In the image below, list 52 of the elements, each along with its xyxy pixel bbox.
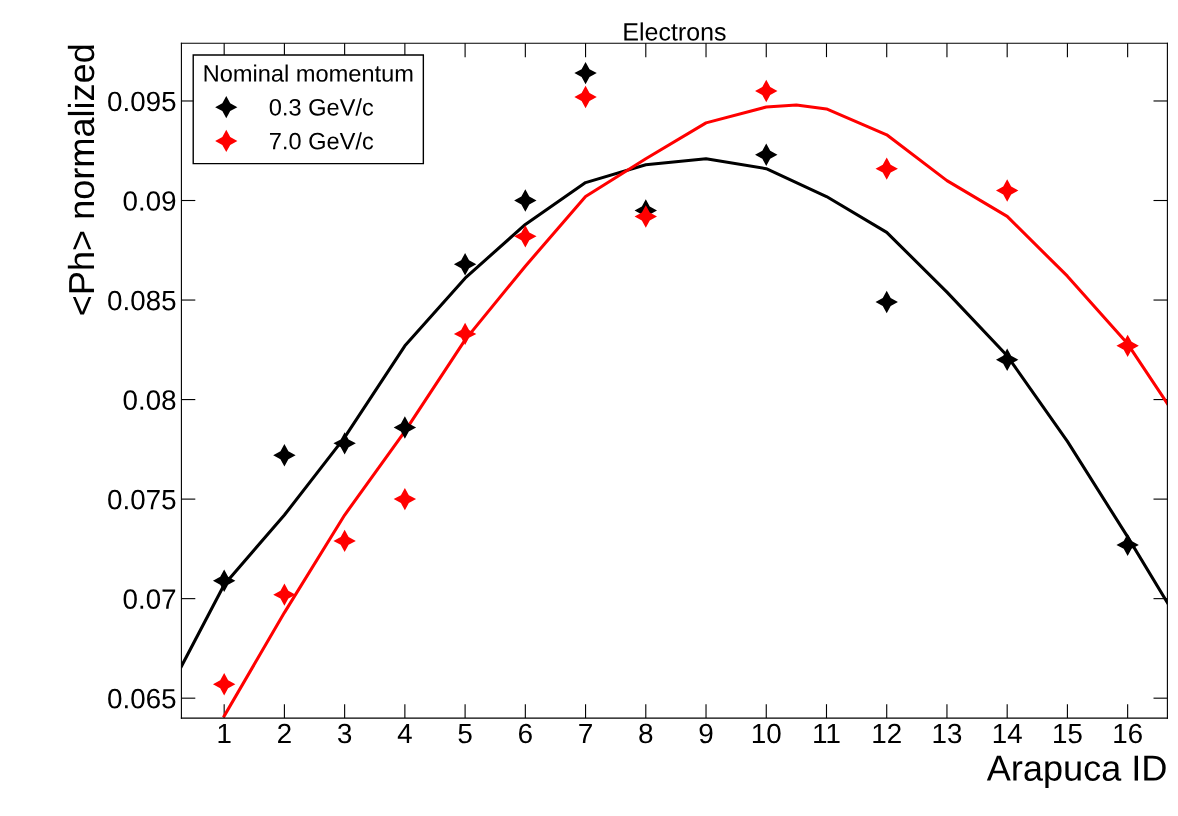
legend-label: 0.3 GeV/c <box>269 98 374 116</box>
point <box>333 529 356 553</box>
point <box>1116 533 1139 557</box>
point <box>393 487 417 511</box>
point <box>393 416 417 439</box>
point <box>574 61 597 85</box>
x-tick-label: 15 <box>1054 723 1082 744</box>
point <box>514 225 537 248</box>
y-tick-label: 0.08 <box>123 390 176 410</box>
legend-label: 7.0 GeV/c <box>269 132 374 150</box>
x-tick-label: 3 <box>337 723 352 744</box>
point <box>514 189 537 212</box>
point <box>212 569 236 592</box>
point <box>333 432 356 455</box>
x-tick-label: 5 <box>458 723 472 744</box>
legend-title: Nominal momentum <box>204 64 413 82</box>
x-tick-label: 7 <box>579 723 592 744</box>
y-tick-label: 0.095 <box>108 91 176 112</box>
x-tick-label: 13 <box>933 723 962 744</box>
y-tick-label: 0.09 <box>123 191 176 211</box>
y-axis-title: <Ph> normalized <box>67 45 95 315</box>
point <box>212 673 236 696</box>
point <box>875 290 898 314</box>
point <box>755 79 778 103</box>
point <box>453 253 477 276</box>
y-tick-label: 0.075 <box>108 489 176 510</box>
point <box>273 583 296 606</box>
point <box>875 157 898 180</box>
x-tick-label: 6 <box>519 723 532 744</box>
x-tick-label: 10 <box>752 723 781 744</box>
point <box>634 205 657 228</box>
x-tick-label: 16 <box>1114 723 1142 744</box>
point <box>995 348 1019 371</box>
point <box>995 179 1019 202</box>
y-tick-label: 0.085 <box>108 290 176 311</box>
point <box>1116 334 1139 358</box>
x-tick-label: 14 <box>993 723 1022 744</box>
y-tick-label: 0.065 <box>108 688 176 709</box>
point <box>574 85 597 109</box>
x-tick-label: 8 <box>639 723 653 744</box>
x-tick-label: 2 <box>278 723 291 744</box>
point <box>453 322 477 346</box>
x-tick-label: 9 <box>699 723 713 744</box>
x-axis-title: Arapuca ID <box>986 755 1166 789</box>
y-tick-label: 0.07 <box>123 589 176 609</box>
x-tick-label: 1 <box>218 723 231 744</box>
point <box>273 444 296 467</box>
x-tick-label: 4 <box>397 723 412 744</box>
x-tick-label: 11 <box>814 723 840 744</box>
chart-title: Electrons <box>624 22 726 41</box>
x-tick-label: 12 <box>873 723 901 744</box>
point <box>755 143 778 166</box>
